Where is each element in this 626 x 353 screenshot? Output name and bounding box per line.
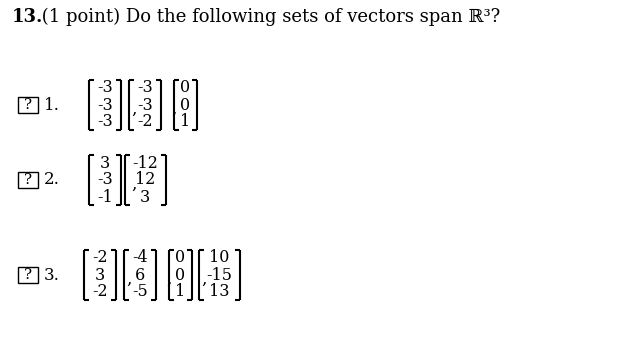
Text: 0: 0 xyxy=(175,267,185,283)
Text: ,: , xyxy=(131,175,136,192)
Text: ,: , xyxy=(126,270,131,287)
Text: ?: ? xyxy=(24,98,32,112)
Text: 0: 0 xyxy=(175,250,185,267)
Text: ,: , xyxy=(202,270,207,287)
Text: 10: 10 xyxy=(209,250,230,267)
Text: ,: , xyxy=(166,270,172,287)
Text: 3: 3 xyxy=(140,189,150,205)
Text: 2.: 2. xyxy=(44,172,60,189)
Text: 3: 3 xyxy=(100,155,110,172)
Text: 0: 0 xyxy=(180,79,190,96)
Text: (1 point) Do the following sets of vectors span ℝ³?: (1 point) Do the following sets of vecto… xyxy=(36,8,500,26)
Text: -4: -4 xyxy=(132,250,148,267)
Text: 3.: 3. xyxy=(44,267,60,283)
Text: 13.: 13. xyxy=(12,8,43,26)
FancyBboxPatch shape xyxy=(18,267,38,283)
Text: ?: ? xyxy=(24,173,32,187)
Text: ?: ? xyxy=(24,268,32,282)
Text: -2: -2 xyxy=(92,283,108,300)
Text: 1: 1 xyxy=(180,114,190,131)
Text: -3: -3 xyxy=(97,79,113,96)
FancyBboxPatch shape xyxy=(18,172,38,188)
Text: -3: -3 xyxy=(137,79,153,96)
Text: -2: -2 xyxy=(92,250,108,267)
Text: 1.: 1. xyxy=(44,96,60,114)
Text: 3: 3 xyxy=(95,267,105,283)
Text: 6: 6 xyxy=(135,267,145,283)
Text: 13: 13 xyxy=(209,283,230,300)
Text: -12: -12 xyxy=(132,155,158,172)
Text: -3: -3 xyxy=(137,96,153,114)
Text: 1: 1 xyxy=(175,283,185,300)
Text: -2: -2 xyxy=(137,114,153,131)
Text: ,: , xyxy=(131,101,136,118)
Text: 0: 0 xyxy=(180,96,190,114)
Text: -3: -3 xyxy=(97,114,113,131)
Text: -15: -15 xyxy=(207,267,232,283)
Text: 12: 12 xyxy=(135,172,155,189)
Text: -3: -3 xyxy=(97,96,113,114)
Text: -5: -5 xyxy=(132,283,148,300)
Text: ,: , xyxy=(171,101,177,118)
Text: -3: -3 xyxy=(97,172,113,189)
Text: -1: -1 xyxy=(97,189,113,205)
FancyBboxPatch shape xyxy=(18,97,38,113)
